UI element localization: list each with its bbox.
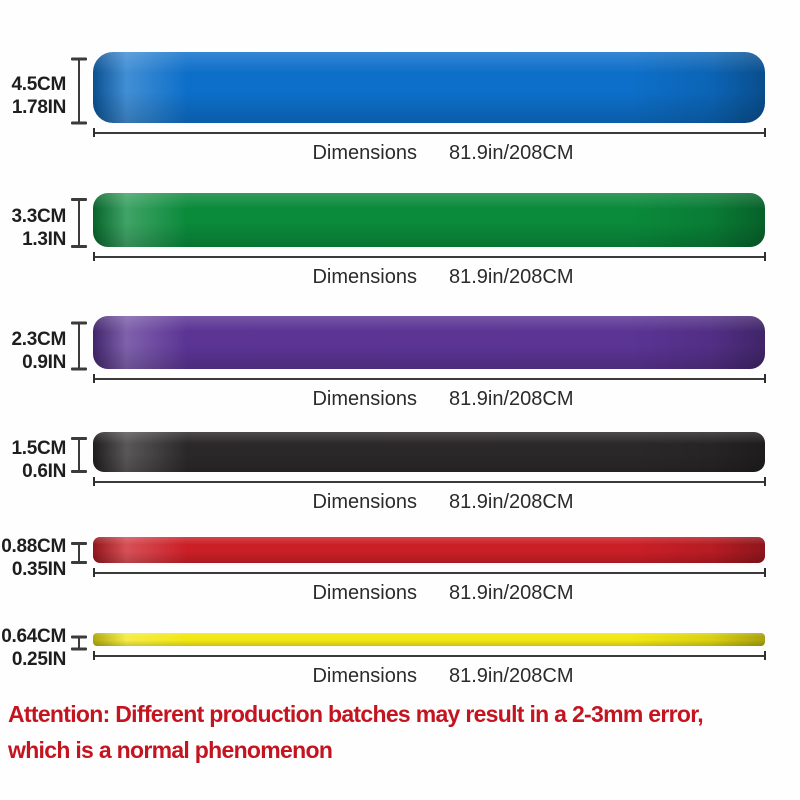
band-row-purple: 2.3CM 0.9IN Dimensions 81.9in/208CM bbox=[0, 316, 800, 410]
band-width-cm: 0.64CM bbox=[1, 625, 66, 647]
dimension-tick-left bbox=[93, 477, 95, 486]
dimension-tick-left bbox=[93, 374, 95, 383]
band-row-yellow: 0.64CM 0.25IN Dimensions 81.9in/208CM bbox=[0, 626, 800, 687]
band-width-label: 0.88CM 0.35IN bbox=[0, 535, 66, 581]
length-dimension-line bbox=[93, 477, 766, 486]
dimension-tick-left bbox=[93, 651, 95, 660]
width-bracket bbox=[71, 57, 87, 124]
bracket-stem bbox=[78, 322, 80, 369]
band-width-in: 0.9IN bbox=[22, 351, 66, 373]
dimension-tick-left bbox=[93, 128, 95, 137]
resistance-band-blue bbox=[93, 52, 765, 123]
band-width-label: 1.5CM 0.6IN bbox=[0, 437, 67, 483]
length-value: 81.9in/208CM bbox=[448, 665, 574, 687]
resistance-band-purple bbox=[93, 316, 765, 369]
dimension-line bbox=[93, 481, 766, 483]
width-bracket bbox=[71, 635, 87, 650]
length-dimension-line bbox=[93, 651, 766, 660]
band-width-cm: 0.88CM bbox=[1, 536, 66, 557]
dimension-tick-right bbox=[764, 374, 766, 383]
band-width-label: 0.64CM 0.25IN bbox=[0, 625, 66, 671]
length-dimension-text: Dimensions 81.9in/208CM bbox=[93, 491, 793, 514]
dimension-tick-right bbox=[764, 252, 766, 261]
bracket-bottom-cap bbox=[71, 561, 87, 564]
length-dimension-line bbox=[93, 128, 766, 137]
length-dimension-line bbox=[93, 568, 766, 577]
width-bracket bbox=[71, 437, 87, 473]
length-dimension-text: Dimensions 81.9in/208CM bbox=[93, 582, 793, 605]
length-value: 81.9in/208CM bbox=[448, 388, 574, 410]
band-width-cm: 4.5CM bbox=[11, 73, 67, 95]
band-width-in: 1.3IN bbox=[22, 229, 66, 250]
resistance-band-red bbox=[93, 537, 765, 563]
bracket-bottom-cap bbox=[71, 470, 87, 473]
length-dimension-line bbox=[93, 374, 766, 383]
bracket-stem bbox=[78, 636, 80, 649]
width-bracket bbox=[71, 198, 87, 248]
band-width-label: 3.3CM 1.3IN bbox=[0, 205, 67, 251]
bracket-stem bbox=[78, 438, 80, 472]
band-width-in: 1.78IN bbox=[11, 96, 66, 118]
width-bracket bbox=[71, 321, 87, 370]
length-dimension-line bbox=[93, 252, 766, 261]
bracket-bottom-cap bbox=[71, 121, 87, 124]
dimensions-label: Dimensions bbox=[312, 665, 417, 687]
resistance-band-green bbox=[93, 193, 765, 247]
length-dimension-text: Dimensions 81.9in/208CM bbox=[93, 388, 793, 411]
dimension-tick-left bbox=[93, 568, 95, 577]
resistance-band-black bbox=[93, 432, 765, 472]
band-width-label: 2.3CM 0.9IN bbox=[0, 328, 67, 374]
dimension-tick-right bbox=[764, 651, 766, 660]
bracket-stem bbox=[78, 58, 80, 123]
dimension-tick-right bbox=[764, 568, 766, 577]
dimensions-label: Dimensions bbox=[312, 491, 417, 513]
dimensions-label: Dimensions bbox=[312, 582, 417, 604]
bracket-bottom-cap bbox=[71, 647, 87, 650]
dimension-line bbox=[93, 655, 766, 657]
dimension-line bbox=[93, 572, 766, 574]
bracket-bottom-cap bbox=[71, 245, 87, 248]
attention-line-2: which is a normal phenomenon bbox=[8, 737, 333, 763]
band-width-cm: 2.3CM bbox=[11, 328, 67, 350]
bracket-stem bbox=[78, 543, 80, 563]
band-width-in: 0.6IN bbox=[22, 461, 66, 482]
bracket-stem bbox=[78, 199, 80, 247]
length-value: 81.9in/208CM bbox=[448, 266, 574, 288]
dimension-tick-right bbox=[764, 128, 766, 137]
resistance-band-yellow bbox=[93, 633, 765, 646]
dimension-line bbox=[93, 378, 766, 380]
attention-line-1: Attention: Different production batches … bbox=[8, 701, 704, 727]
band-width-label: 4.5CM 1.78IN bbox=[0, 73, 67, 119]
band-row-blue: 4.5CM 1.78IN Dimensions 81.9in/208CM bbox=[0, 52, 800, 164]
bracket-bottom-cap bbox=[71, 367, 87, 370]
band-width-in: 0.25IN bbox=[11, 648, 66, 670]
band-row-red: 0.88CM 0.35IN Dimensions 81.9in/208CM bbox=[0, 536, 800, 604]
band-width-cm: 1.5CM bbox=[11, 438, 67, 459]
attention-note: Attention: Different production batches … bbox=[8, 696, 800, 768]
length-value: 81.9in/208CM bbox=[448, 142, 574, 164]
width-bracket bbox=[71, 542, 87, 564]
length-dimension-text: Dimensions 81.9in/208CM bbox=[93, 266, 793, 289]
length-value: 81.9in/208CM bbox=[448, 582, 574, 604]
dimension-line bbox=[93, 132, 766, 134]
dimension-tick-right bbox=[764, 477, 766, 486]
length-value: 81.9in/208CM bbox=[448, 491, 574, 513]
band-width-cm: 3.3CM bbox=[11, 206, 67, 227]
dimensions-label: Dimensions bbox=[312, 142, 417, 164]
dimensions-label: Dimensions bbox=[312, 388, 417, 410]
length-dimension-text: Dimensions 81.9in/208CM bbox=[93, 665, 793, 688]
band-row-black: 1.5CM 0.6IN Dimensions 81.9in/208CM bbox=[0, 432, 800, 513]
length-dimension-text: Dimensions 81.9in/208CM bbox=[93, 142, 793, 165]
dimension-line bbox=[93, 256, 766, 258]
dimension-tick-left bbox=[93, 252, 95, 261]
dimensions-label: Dimensions bbox=[312, 266, 417, 288]
band-row-green: 3.3CM 1.3IN Dimensions 81.9in/208CM bbox=[0, 193, 800, 288]
band-width-in: 0.35IN bbox=[11, 559, 66, 580]
